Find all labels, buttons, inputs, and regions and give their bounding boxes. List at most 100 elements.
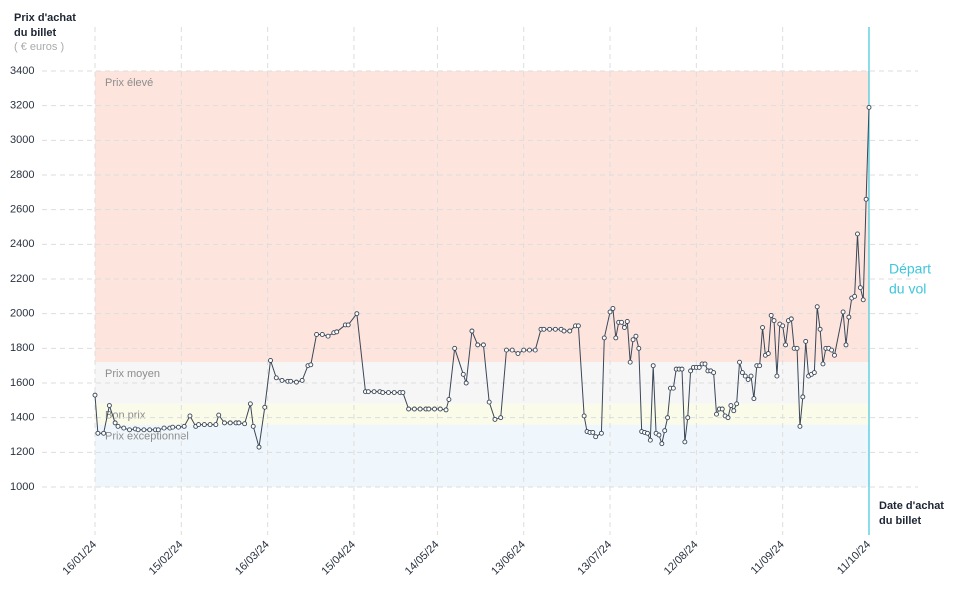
price-point bbox=[498, 415, 504, 421]
price-point bbox=[593, 434, 599, 440]
price-point bbox=[268, 358, 273, 363]
price-point bbox=[256, 444, 262, 450]
price-point bbox=[443, 407, 449, 413]
price-point bbox=[745, 377, 751, 382]
price-band bbox=[95, 403, 869, 425]
x-tick-label: 13/07/24 bbox=[575, 539, 614, 578]
x-tick-label: 15/04/24 bbox=[319, 539, 358, 578]
x-tick-label: 11/09/24 bbox=[749, 539, 787, 577]
price-point bbox=[662, 428, 668, 434]
price-point bbox=[504, 347, 509, 353]
price-point bbox=[731, 408, 737, 414]
x-tick-label: 14/05/24 bbox=[403, 539, 442, 578]
price-point bbox=[561, 328, 567, 334]
price-point bbox=[811, 370, 817, 376]
price-point bbox=[855, 231, 860, 237]
price-point bbox=[846, 314, 852, 320]
price-point bbox=[299, 377, 305, 383]
price-point bbox=[630, 337, 636, 343]
departure-label: Départ bbox=[889, 261, 931, 277]
price-point bbox=[800, 394, 806, 400]
price-point bbox=[400, 390, 406, 395]
price-point bbox=[262, 404, 268, 410]
price-point bbox=[771, 318, 777, 324]
price-point bbox=[696, 364, 702, 370]
price-point bbox=[863, 196, 869, 202]
x-tick-label: 13/06/24 bbox=[489, 539, 528, 578]
price-point bbox=[475, 342, 481, 348]
price-point bbox=[207, 422, 213, 428]
price-point bbox=[820, 361, 826, 367]
price-point bbox=[552, 326, 558, 332]
price-point bbox=[147, 427, 153, 433]
band-label: Prix exceptionnel bbox=[105, 431, 189, 443]
x-tick-label: 11/10/24 bbox=[835, 539, 873, 577]
price-point bbox=[734, 401, 740, 407]
price-point bbox=[293, 379, 299, 385]
price-point bbox=[719, 406, 725, 412]
y-tick-label: 3200 bbox=[10, 100, 34, 112]
price-point bbox=[613, 335, 619, 341]
price-point bbox=[314, 332, 320, 337]
price-point bbox=[656, 432, 662, 438]
y-tick-label: 1800 bbox=[10, 342, 34, 354]
price-point bbox=[411, 406, 417, 412]
price-point bbox=[95, 430, 101, 436]
price-point bbox=[714, 411, 719, 417]
price-point bbox=[760, 325, 765, 330]
price-point bbox=[768, 312, 774, 318]
price-point bbox=[780, 323, 786, 329]
x-tick-label: 16/03/24 bbox=[233, 539, 272, 578]
price-point bbox=[783, 342, 789, 348]
price-point bbox=[250, 423, 256, 429]
price-point bbox=[728, 403, 734, 408]
price-point bbox=[509, 347, 515, 353]
price-point bbox=[794, 345, 800, 351]
price-point bbox=[242, 421, 248, 427]
price-point bbox=[463, 380, 469, 386]
price-point bbox=[480, 342, 486, 348]
price-line bbox=[94, 107, 870, 448]
price-point bbox=[216, 412, 222, 418]
price-point bbox=[598, 430, 604, 436]
price-point bbox=[532, 347, 538, 353]
price-point bbox=[737, 359, 742, 365]
price-point bbox=[112, 420, 118, 426]
price-point bbox=[814, 304, 820, 310]
price-point bbox=[829, 347, 835, 353]
price-point bbox=[797, 423, 803, 429]
price-point bbox=[426, 406, 432, 412]
price-point bbox=[279, 377, 285, 383]
price-point bbox=[590, 429, 596, 435]
price-point bbox=[222, 420, 227, 426]
price-point bbox=[757, 363, 763, 369]
y-tick-label: 2400 bbox=[10, 238, 34, 250]
price-point bbox=[527, 347, 532, 353]
price-point bbox=[688, 368, 694, 374]
price-point bbox=[365, 389, 371, 395]
y-tick-label: 3000 bbox=[10, 134, 34, 146]
price-point bbox=[155, 427, 161, 433]
price-point bbox=[575, 323, 581, 329]
price-point bbox=[860, 297, 866, 303]
price-point bbox=[788, 316, 794, 322]
price-point bbox=[670, 385, 676, 391]
x-title: Date d'achat bbox=[879, 500, 944, 512]
y-tick-label: 1600 bbox=[10, 377, 34, 389]
price-point bbox=[702, 361, 708, 367]
y-tick-label: 1400 bbox=[10, 412, 34, 424]
price-point bbox=[647, 437, 653, 443]
price-point bbox=[515, 351, 521, 356]
price-point bbox=[391, 390, 397, 395]
price-point bbox=[852, 293, 858, 299]
price-point bbox=[567, 328, 573, 334]
price-point bbox=[521, 347, 527, 353]
y-tick-label: 2800 bbox=[10, 169, 34, 181]
price-point bbox=[650, 363, 656, 369]
price-point bbox=[492, 416, 498, 422]
y-tick-label: 2000 bbox=[10, 308, 34, 320]
price-point bbox=[774, 373, 780, 379]
price-point bbox=[308, 362, 314, 368]
price-point bbox=[181, 423, 187, 429]
